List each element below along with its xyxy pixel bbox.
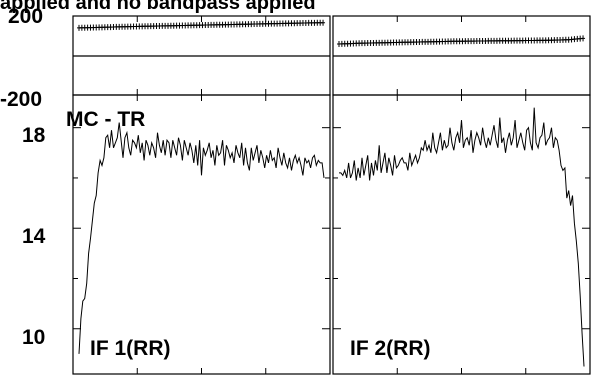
panel-1-label: IF 1(RR) xyxy=(90,337,171,360)
amp-ytick-label: 18 xyxy=(22,124,46,147)
amp-panel-1-frame xyxy=(72,94,331,375)
phase-point xyxy=(321,19,326,26)
panel-2-label: IF 2(RR) xyxy=(350,337,431,360)
amp-ytick-label: 10 xyxy=(22,326,45,349)
baseline-label: MC - TR xyxy=(66,108,145,131)
amp-panel-2-frame xyxy=(332,94,591,375)
phase-series xyxy=(337,35,586,48)
phase-series xyxy=(77,19,326,31)
phase-ytick-label: 200 xyxy=(8,5,43,28)
amp-ytick-label: 14 xyxy=(22,225,46,248)
phase-point xyxy=(581,35,586,42)
amplitude-series-line xyxy=(339,107,585,367)
phase-ytick-label: -200 xyxy=(0,88,42,111)
amplitude-series-line xyxy=(78,122,325,354)
chart-title: applied and no bandpass applied xyxy=(0,0,316,14)
